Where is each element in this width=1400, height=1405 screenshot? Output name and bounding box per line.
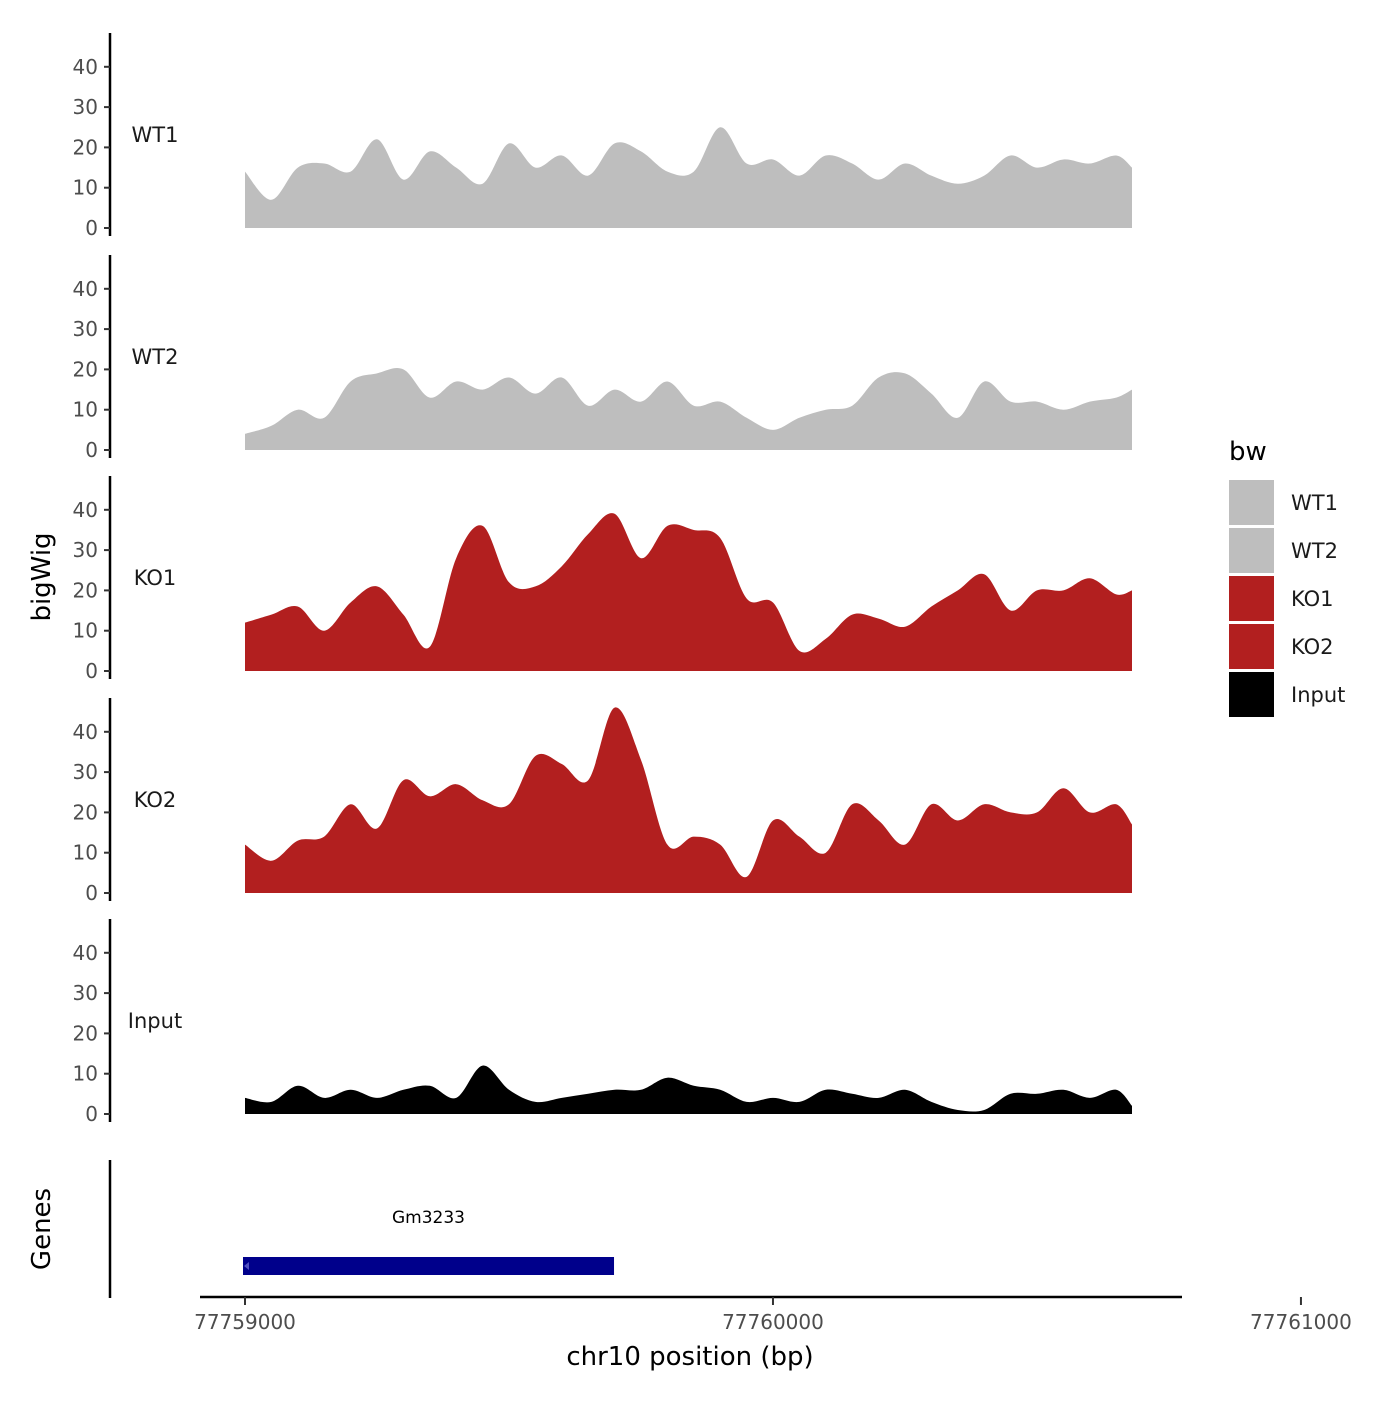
legend-swatch bbox=[1229, 672, 1274, 717]
y-tick-label: 20 bbox=[73, 1021, 98, 1045]
coverage-area-input bbox=[245, 1065, 1132, 1114]
y-tick-label: 10 bbox=[73, 1062, 98, 1086]
genes-track: Gm3233 bbox=[108, 1160, 615, 1298]
x-tick-label: 77759000 bbox=[194, 1310, 296, 1334]
y-tick-label: 0 bbox=[85, 1102, 98, 1126]
coverage-tracks: 0 10 20 30 40 WT1 0 10 20 30 40 WT2 0 10 20 30 40 KO1 0 10 2… bbox=[73, 33, 1132, 1126]
gene-body bbox=[243, 1257, 615, 1275]
coverage-area-ko1 bbox=[245, 513, 1132, 671]
coverage-area-wt1 bbox=[245, 127, 1132, 228]
track-label-ko2: KO2 bbox=[134, 788, 177, 812]
track-label-wt2: WT2 bbox=[132, 345, 179, 369]
track-input: 0 10 20 30 40 Input bbox=[73, 919, 1132, 1126]
legend-label: WT1 bbox=[1291, 491, 1338, 515]
track-label-wt1: WT1 bbox=[132, 123, 179, 147]
y-tick-label: 30 bbox=[73, 538, 98, 562]
y-tick-label: 40 bbox=[73, 720, 98, 744]
legend-item-wt2: WT2 bbox=[1229, 528, 1338, 573]
y-tick-label: 20 bbox=[73, 800, 98, 824]
x-axis-title: chr10 position (bp) bbox=[566, 1342, 813, 1372]
x-tick-label: 77760000 bbox=[722, 1310, 824, 1334]
y-tick-label: 40 bbox=[73, 55, 98, 79]
legend-swatch bbox=[1229, 576, 1274, 621]
y-tick-label: 10 bbox=[73, 398, 98, 422]
gene-label: Gm3233 bbox=[392, 1208, 465, 1228]
coverage-area-ko2 bbox=[245, 707, 1132, 893]
track-wt1: 0 10 20 30 40 WT1 bbox=[73, 33, 1132, 240]
y-axis-title: bigWig bbox=[27, 532, 57, 621]
y-tick-label: 20 bbox=[73, 135, 98, 159]
legend-item-ko2: KO2 bbox=[1229, 624, 1334, 669]
coverage-area-wt2 bbox=[245, 368, 1132, 450]
y-tick-label: 10 bbox=[73, 176, 98, 200]
gene-gm3233: Gm3233 bbox=[243, 1208, 615, 1275]
legend-item-ko1: KO1 bbox=[1229, 576, 1334, 621]
y-tick-label: 30 bbox=[73, 760, 98, 784]
y-tick-label: 30 bbox=[73, 317, 98, 341]
legend-label: KO1 bbox=[1291, 587, 1334, 611]
legend-swatch bbox=[1229, 624, 1274, 669]
y-tick-label: 0 bbox=[85, 881, 98, 905]
y-tick-label: 30 bbox=[73, 95, 98, 119]
y-tick-label: 10 bbox=[73, 619, 98, 643]
gene-strand-arrow bbox=[244, 1262, 249, 1270]
track-wt2: 0 10 20 30 40 WT2 bbox=[73, 255, 1132, 462]
y-tick-label: 0 bbox=[85, 659, 98, 683]
track-ko2: 0 10 20 30 40 KO2 bbox=[73, 698, 1132, 905]
legend-swatch bbox=[1229, 528, 1274, 573]
y-tick-label: 30 bbox=[73, 981, 98, 1005]
y-tick-label: 40 bbox=[73, 941, 98, 965]
legend-item-wt1: WT1 bbox=[1229, 480, 1338, 525]
y-tick-label: 10 bbox=[73, 841, 98, 865]
legend-item-input: Input bbox=[1229, 672, 1345, 717]
x-tick-label: 77761000 bbox=[1250, 1310, 1352, 1334]
track-ko1: 0 10 20 30 40 KO1 bbox=[73, 476, 1132, 683]
y-tick-label: 0 bbox=[85, 216, 98, 240]
x-axis: 77759000 77760000 77761000 bbox=[194, 1295, 1352, 1334]
y-tick-label: 40 bbox=[73, 498, 98, 522]
y-tick-label: 0 bbox=[85, 438, 98, 462]
legend-label: Input bbox=[1291, 683, 1345, 707]
track-label-ko1: KO1 bbox=[134, 566, 177, 590]
y-tick-label: 40 bbox=[73, 277, 98, 301]
legend-label: WT2 bbox=[1291, 539, 1338, 563]
y-tick-label: 20 bbox=[73, 578, 98, 602]
track-label-input: Input bbox=[128, 1009, 182, 1033]
y-tick-label: 20 bbox=[73, 357, 98, 381]
legend-swatch bbox=[1229, 480, 1274, 525]
genes-axis-title: Genes bbox=[27, 1188, 57, 1270]
legend-title: bw bbox=[1229, 437, 1267, 467]
legend-label: KO2 bbox=[1291, 635, 1334, 659]
legend: bw WT1 WT2 KO1 KO2 Input bbox=[1229, 437, 1345, 717]
